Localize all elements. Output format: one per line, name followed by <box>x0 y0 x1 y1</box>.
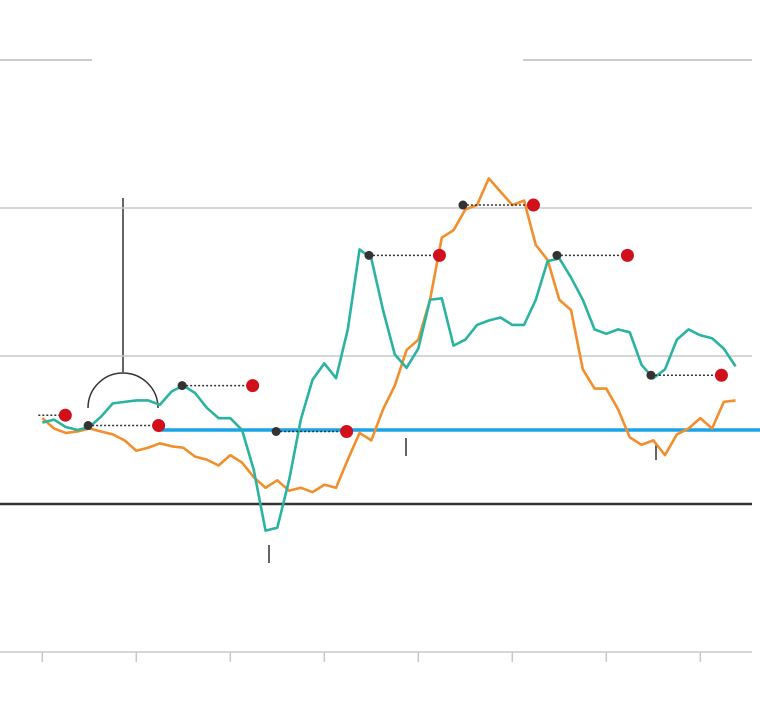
marker-end <box>246 379 260 393</box>
marker-start <box>364 250 374 260</box>
marker-end <box>152 419 166 433</box>
marker-start <box>177 381 187 391</box>
annotation-bracket <box>87 372 159 409</box>
marker-end <box>432 248 446 262</box>
marker-end <box>620 248 634 262</box>
marker-end <box>340 424 354 438</box>
marker-start <box>83 421 93 431</box>
marker-end <box>526 198 540 212</box>
marker-start <box>552 250 562 260</box>
marker-end <box>58 408 72 422</box>
series-line <box>41 177 736 494</box>
marker-start <box>271 426 281 436</box>
marker-end <box>714 368 728 382</box>
marker-start <box>646 370 656 380</box>
marker-start <box>458 200 468 210</box>
series-line <box>41 248 737 532</box>
